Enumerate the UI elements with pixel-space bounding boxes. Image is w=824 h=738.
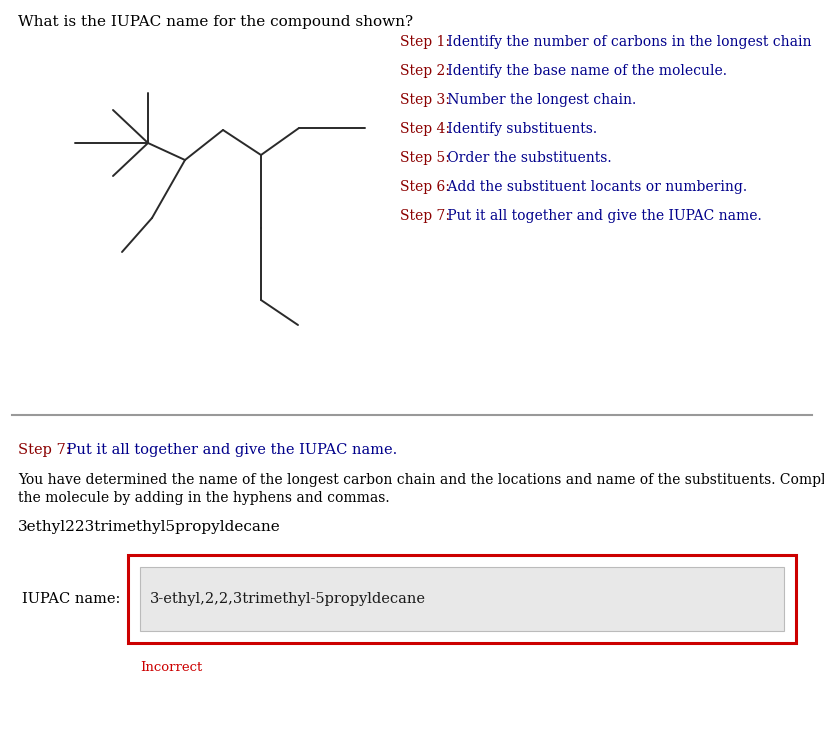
Text: 3ethyl223trimethyl5propyldecane: 3ethyl223trimethyl5propyldecane [18, 520, 281, 534]
Text: Step 3:: Step 3: [400, 93, 450, 107]
Text: Step 2:: Step 2: [400, 64, 450, 78]
Text: Step 7:: Step 7: [400, 209, 450, 223]
FancyBboxPatch shape [140, 567, 784, 631]
Text: Put it all together and give the IUPAC name.: Put it all together and give the IUPAC n… [62, 443, 397, 457]
FancyBboxPatch shape [128, 555, 796, 643]
Text: Order the substituents.: Order the substituents. [442, 151, 611, 165]
Text: 3-ethyl,2,2,3trimethyl-5propyldecane: 3-ethyl,2,2,3trimethyl-5propyldecane [150, 592, 426, 606]
Text: Step 5:: Step 5: [400, 151, 450, 165]
Text: the molecule by adding in the hyphens and commas.: the molecule by adding in the hyphens an… [18, 491, 390, 505]
Text: Step 6:: Step 6: [400, 180, 450, 194]
Text: You have determined the name of the longest carbon chain and the locations and n: You have determined the name of the long… [18, 473, 824, 487]
Text: Put it all together and give the IUPAC name.: Put it all together and give the IUPAC n… [442, 209, 761, 223]
Text: Identify the number of carbons in the longest chain: Identify the number of carbons in the lo… [442, 35, 811, 49]
Text: Identify the base name of the molecule.: Identify the base name of the molecule. [442, 64, 727, 78]
Text: Number the longest chain.: Number the longest chain. [442, 93, 636, 107]
Text: Incorrect: Incorrect [140, 661, 202, 674]
Text: What is the IUPAC name for the compound shown?: What is the IUPAC name for the compound … [18, 15, 413, 29]
Text: Step 4:: Step 4: [400, 122, 450, 136]
Text: Step 1:: Step 1: [400, 35, 450, 49]
Text: Step 7:: Step 7: [18, 443, 71, 457]
Text: Add the substituent locants or numbering.: Add the substituent locants or numbering… [442, 180, 747, 194]
Text: IUPAC name:: IUPAC name: [21, 592, 120, 606]
Text: Identify substituents.: Identify substituents. [442, 122, 597, 136]
